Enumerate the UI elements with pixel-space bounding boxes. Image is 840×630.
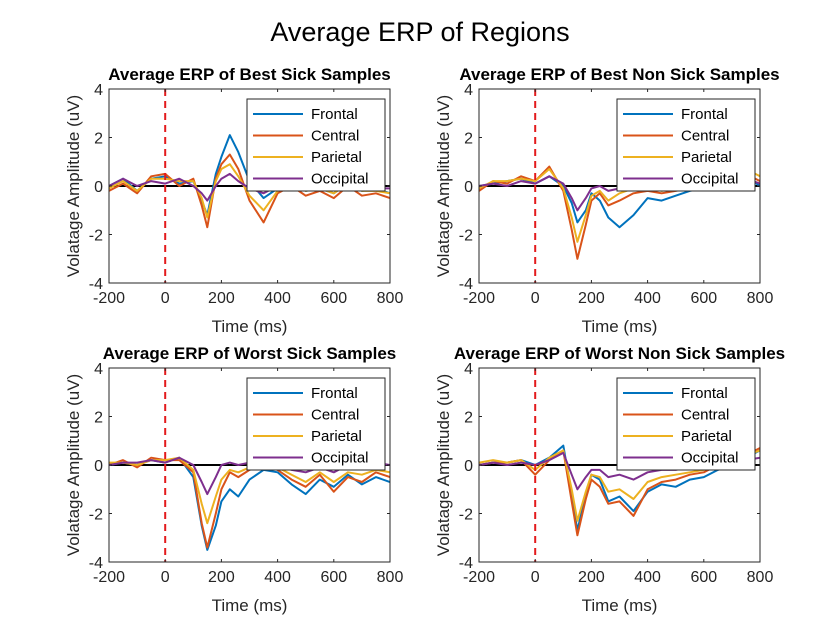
x-axis-label: Time (ms): [582, 317, 658, 336]
y-tick-label: 4: [94, 82, 103, 99]
y-tick-label: 2: [464, 410, 473, 427]
x-tick-label: 200: [578, 569, 605, 586]
legend-box: [616, 377, 756, 471]
legend: Frontal Central Parietal Occipital: [616, 98, 756, 192]
series-line-parietal: [109, 163, 390, 219]
y-tick-label: 2: [94, 131, 103, 148]
legend-label: Parietal: [311, 149, 362, 166]
legend-label: Parietal: [681, 149, 732, 166]
y-tick-label: 2: [94, 410, 103, 427]
x-tick-label: 400: [264, 569, 291, 586]
x-axis-label: Time (ms): [212, 596, 288, 615]
x-tick-label: 0: [161, 290, 170, 307]
subplot-title: Average ERP of Worst Sick Samples: [103, 344, 397, 363]
x-tick-label: 0: [161, 569, 170, 586]
legend-label: Frontal: [681, 106, 728, 123]
series-line-central: [479, 447, 760, 537]
y-axis-label: Volatage Amplitude (uV): [64, 95, 83, 277]
y-tick-label: -2: [459, 228, 473, 245]
x-tick-label: -200: [93, 290, 125, 307]
figure-title: Average ERP of Regions: [270, 17, 569, 47]
x-tick-label: -200: [463, 290, 495, 307]
x-tick-label: 200: [208, 569, 235, 586]
x-tick-label: 400: [264, 290, 291, 307]
y-axis-label: Volatage Amplitude (uV): [434, 374, 453, 556]
series-line-central: [109, 153, 390, 229]
legend: Frontal Central Parietal Occipital: [246, 377, 386, 471]
subplot-title: Average ERP of Worst Non Sick Samples: [454, 344, 785, 363]
series-line-parietal: [109, 456, 390, 525]
y-tick-label: -2: [89, 507, 103, 524]
x-tick-label: 600: [320, 290, 347, 307]
x-tick-label: 400: [634, 569, 661, 586]
subplot-1: -200 0 200 400 600 800 -4 -2 0 2 4 Average ERP of B…: [64, 65, 403, 336]
y-tick-label: 4: [94, 361, 103, 378]
legend-label: Frontal: [311, 385, 358, 402]
legend-label: Central: [311, 128, 359, 145]
subplot-title: Average ERP of Best Non Sick Samples: [459, 65, 779, 84]
legend: Frontal Central Parietal Occipital: [616, 377, 756, 471]
y-tick-label: 4: [464, 82, 473, 99]
x-tick-label: 600: [690, 569, 717, 586]
legend-label: Occipital: [311, 171, 369, 188]
y-tick-label: -4: [89, 555, 103, 572]
x-tick-label: 600: [320, 569, 347, 586]
x-axis-label: Time (ms): [212, 317, 288, 336]
subplot-title: Average ERP of Best Sick Samples: [108, 65, 391, 84]
legend-label: Frontal: [311, 106, 358, 123]
x-tick-label: -200: [463, 569, 495, 586]
x-tick-label: 800: [747, 290, 774, 307]
x-tick-label: 800: [747, 569, 774, 586]
y-tick-label: 0: [94, 458, 103, 475]
x-tick-label: 600: [690, 290, 717, 307]
y-tick-label: 0: [94, 179, 103, 196]
legend-label: Occipital: [681, 171, 739, 188]
x-axis-label: Time (ms): [582, 596, 658, 615]
x-tick-label: -200: [93, 569, 125, 586]
y-tick-label: -4: [89, 276, 103, 293]
y-tick-label: 0: [464, 458, 473, 475]
legend-label: Occipital: [311, 450, 369, 467]
y-tick-label: 0: [464, 179, 473, 196]
legend-label: Frontal: [681, 385, 728, 402]
series-line-occipital: [109, 456, 390, 496]
x-tick-label: 200: [208, 290, 235, 307]
y-tick-label: -2: [89, 228, 103, 245]
x-tick-label: 400: [634, 290, 661, 307]
y-tick-label: -2: [459, 507, 473, 524]
legend-label: Occipital: [681, 450, 739, 467]
legend-label: Central: [311, 407, 359, 424]
legend-label: Parietal: [311, 428, 362, 445]
legend-label: Central: [681, 128, 729, 145]
legend-label: Parietal: [681, 428, 732, 445]
x-tick-label: 0: [531, 569, 540, 586]
y-tick-label: 2: [464, 131, 473, 148]
x-tick-label: 800: [377, 290, 404, 307]
x-tick-label: 200: [578, 290, 605, 307]
y-axis-label: Volatage Amplitude (uV): [64, 374, 83, 556]
legend-label: Central: [681, 407, 729, 424]
series-group: [109, 456, 390, 551]
legend: Frontal Central Parietal Occipital: [246, 98, 386, 192]
y-axis-label: Volatage Amplitude (uV): [434, 95, 453, 277]
x-tick-label: 0: [531, 290, 540, 307]
x-tick-label: 800: [377, 569, 404, 586]
y-tick-label: -4: [459, 276, 473, 293]
y-tick-label: -4: [459, 555, 473, 572]
y-tick-label: 4: [464, 361, 473, 378]
